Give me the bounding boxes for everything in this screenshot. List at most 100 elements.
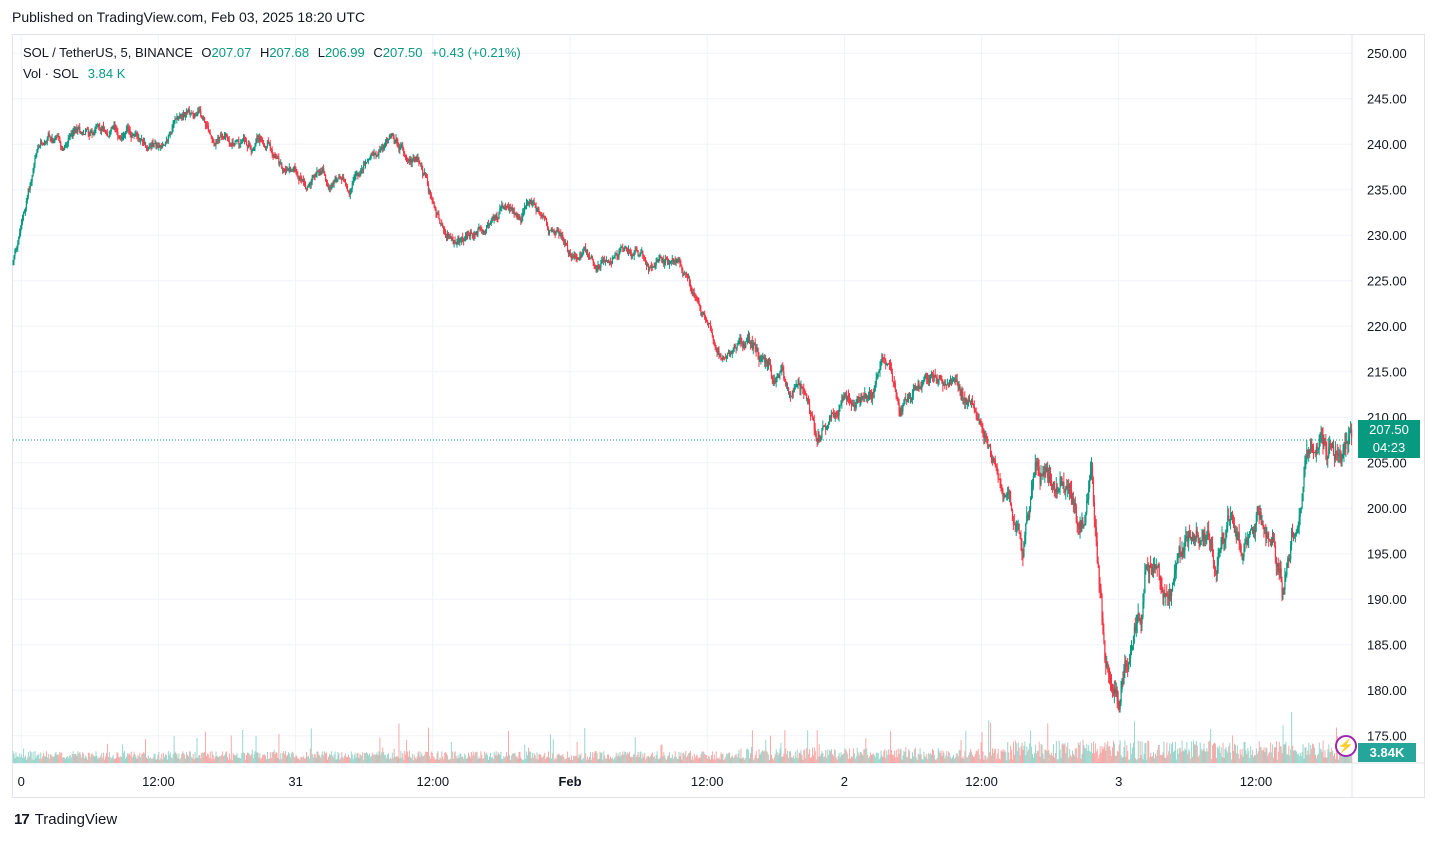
candle-body — [1140, 622, 1142, 625]
candle-body — [164, 142, 167, 145]
candle-body — [512, 208, 514, 211]
candle-body — [1326, 450, 1328, 460]
candle-body — [1086, 500, 1088, 513]
volume-bar — [964, 751, 966, 763]
volume-bar — [1218, 745, 1220, 763]
volume-bar — [135, 756, 137, 763]
candle-body — [162, 144, 164, 148]
volume-bar — [1139, 741, 1141, 763]
candle-body — [599, 266, 601, 268]
candle-body — [427, 184, 430, 191]
candle-body — [1162, 592, 1164, 598]
candle-body — [821, 429, 823, 438]
volume-bar — [1332, 751, 1334, 763]
volume-bar — [886, 750, 888, 763]
candle-body — [927, 378, 929, 380]
candle-body — [327, 185, 330, 189]
volume-bar — [882, 757, 884, 763]
volume-bar — [274, 753, 276, 763]
volume-bar — [1109, 745, 1111, 763]
candle-body — [722, 356, 724, 359]
volume-bar — [904, 752, 906, 763]
volume-label[interactable]: Vol · SOL — [23, 66, 79, 81]
volume-bar — [1032, 757, 1034, 763]
candle-body — [1175, 562, 1177, 570]
candle-body — [563, 240, 565, 243]
tradingview-brand[interactable]: 17 TradingView — [14, 811, 117, 828]
candle-body — [159, 145, 161, 148]
volume-bar — [541, 757, 543, 763]
candle-body — [247, 143, 250, 149]
volume-bar — [1032, 754, 1034, 763]
candle-body — [1227, 515, 1229, 526]
candle-body — [461, 237, 463, 242]
volume-bar — [1066, 746, 1068, 763]
candle-body — [936, 378, 938, 382]
volume-bar — [195, 758, 197, 763]
volume-bar — [240, 758, 242, 763]
volume-bar — [53, 756, 55, 763]
candle-body — [795, 384, 797, 388]
volume-bar — [417, 752, 419, 763]
candle-body — [902, 405, 904, 412]
candle-body — [966, 398, 968, 405]
volume-bar — [146, 758, 148, 763]
candle-body — [633, 252, 635, 256]
candle-body — [391, 133, 393, 135]
volume-bar — [56, 754, 58, 763]
candle-body — [1247, 538, 1249, 546]
volume-bar — [966, 756, 968, 763]
volume-bar — [730, 756, 732, 763]
volume-bar — [448, 759, 450, 763]
candle-body — [1311, 440, 1313, 446]
volume-bar — [44, 755, 46, 763]
candle-body — [891, 373, 894, 382]
candle-body — [1198, 541, 1200, 546]
volume-bar — [755, 751, 757, 763]
candle-body — [1267, 533, 1269, 539]
candle-body — [1322, 435, 1324, 445]
candle-body — [984, 435, 986, 439]
volume-bar — [377, 755, 379, 763]
volume-bar — [1258, 741, 1260, 763]
candle-body — [806, 394, 808, 399]
candle-body — [655, 262, 657, 266]
volume-bar — [1333, 755, 1335, 763]
volume-bar — [438, 759, 440, 763]
volume-bar — [1019, 755, 1021, 763]
volume-bar — [667, 756, 669, 763]
candle-body — [635, 249, 637, 251]
volume-bar — [781, 756, 783, 763]
candle-body — [433, 202, 435, 206]
volume-bar — [957, 756, 959, 763]
candle-body — [318, 171, 320, 176]
volume-bar — [157, 754, 159, 763]
volume-bar — [727, 753, 729, 763]
volume-bar — [170, 757, 172, 763]
candle-body — [296, 173, 298, 176]
candle-body — [643, 255, 645, 258]
candle-body — [754, 342, 756, 348]
legend-symbol[interactable]: SOL / TetherUS, 5, BINANCE — [23, 45, 193, 60]
candle-body — [273, 155, 275, 157]
lightning-icon[interactable]: ⚡ — [1335, 735, 1357, 757]
candle-body — [216, 140, 218, 142]
candle-body — [84, 131, 87, 135]
candle-body — [1256, 506, 1258, 515]
volume-bar — [407, 751, 409, 763]
volume-bar — [84, 758, 86, 763]
volume-bar — [1188, 749, 1190, 763]
volume-bar — [794, 751, 796, 763]
volume-bar — [451, 751, 453, 763]
candle-body — [204, 121, 207, 125]
volume-bar — [1239, 749, 1241, 763]
candle-body — [954, 378, 956, 382]
volume-bar — [931, 754, 933, 763]
volume-bar — [579, 755, 581, 763]
candle-body — [340, 177, 342, 180]
volume-bar — [569, 759, 571, 763]
volume-bar — [556, 754, 558, 763]
volume-bar — [1025, 755, 1027, 763]
candle-body — [469, 231, 472, 236]
